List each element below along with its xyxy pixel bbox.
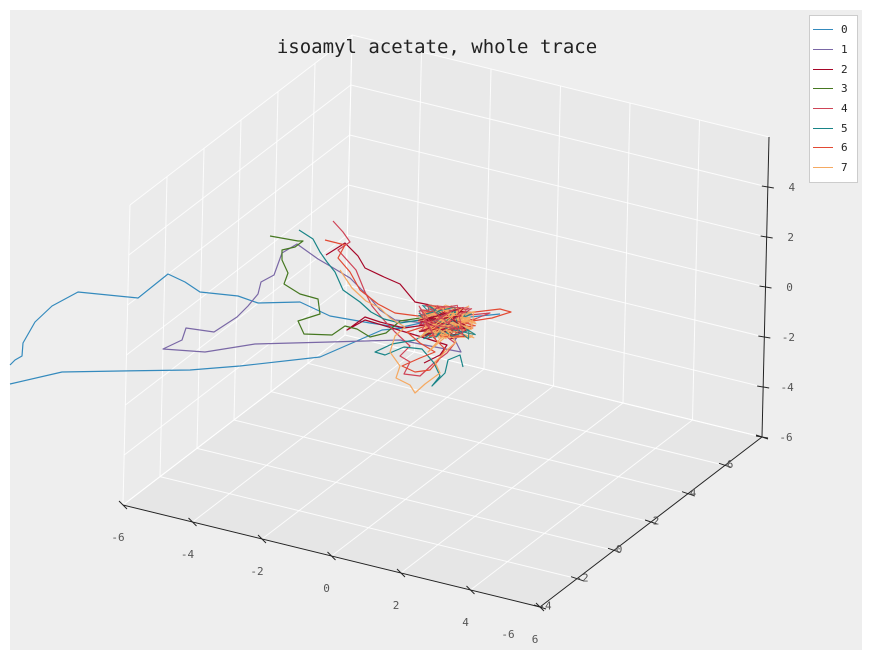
legend-label: 2 <box>841 62 848 76</box>
grid-line <box>128 84 352 256</box>
legend-swatch <box>813 29 833 31</box>
legend-item-0: 0 <box>813 20 854 40</box>
legend-label: 5 <box>841 121 848 135</box>
z-tick-mark <box>757 385 770 389</box>
grid-line <box>129 34 353 206</box>
grid-line <box>350 84 768 188</box>
z-tick-label: -2 <box>782 331 795 344</box>
legend-swatch <box>813 88 833 90</box>
trace-lines <box>9 220 512 394</box>
legend-swatch <box>813 167 833 169</box>
x-tick-mark <box>257 534 267 544</box>
x-tick-label: -6 <box>111 531 124 544</box>
trace-line-1 <box>162 243 463 353</box>
x-tick-label: -4 <box>181 548 195 561</box>
y-tick-mark <box>681 491 695 497</box>
x-tick-label: 6 <box>532 633 539 646</box>
grid-line <box>344 334 763 438</box>
legend-swatch <box>813 127 833 129</box>
y-tick-mark <box>570 576 584 582</box>
z-tick-mark <box>761 185 774 189</box>
z-tick-mark <box>758 335 771 339</box>
axis-lines: -6 -4 -2 0 2 4 6 -6 -4 -2 0 2 4 6 -6 -4 -2 0 2 4 <box>111 136 796 646</box>
y-tick-mark <box>533 604 547 610</box>
y-tick-mark <box>607 547 621 553</box>
chart-title: isoamyl acetate, whole trace <box>277 36 597 58</box>
legend-item-5: 5 <box>813 118 854 138</box>
grid-line <box>351 34 770 138</box>
x-tick-mark <box>118 500 128 510</box>
z-tick-mark <box>760 235 773 239</box>
grid-lines <box>122 34 770 608</box>
x-tick-mark <box>188 517 197 527</box>
legend-item-6: 6 <box>813 138 854 158</box>
y-tick-label: 4 <box>690 486 697 499</box>
x-tick-label: 2 <box>393 599 400 612</box>
y-tick-label: 6 <box>727 458 734 471</box>
y-tick-label: 2 <box>653 515 660 528</box>
legend-swatch <box>813 108 833 110</box>
x-tick-label: -2 <box>250 565 263 578</box>
x-tick-mark <box>466 585 475 595</box>
z-tick-mark <box>755 435 769 439</box>
legend-label: 3 <box>841 82 848 96</box>
z-tick-mark <box>759 285 772 289</box>
legend-item-2: 2 <box>813 59 854 79</box>
legend: 0 1 2 3 4 5 6 7 <box>809 15 858 183</box>
legend-item-1: 1 <box>813 40 854 60</box>
legend-swatch <box>813 68 833 70</box>
grid-line <box>307 362 726 466</box>
legend-label: 0 <box>841 23 848 37</box>
legend-label: 7 <box>841 161 848 175</box>
x-tick-label: 0 <box>323 582 330 595</box>
z-tick-label: -6 <box>779 431 792 444</box>
trace-line-7 <box>339 269 471 394</box>
z-tick-label: 2 <box>787 231 794 244</box>
y-tick-label: -6 <box>501 628 514 641</box>
y-tick-mark <box>644 519 658 525</box>
z-tick-label: -4 <box>781 381 795 394</box>
legend-swatch <box>813 49 833 51</box>
x-tick-label: 4 <box>462 616 469 629</box>
x-tick-mark <box>327 551 336 561</box>
legend-swatch <box>813 147 833 149</box>
z-tick-label: 0 <box>786 281 793 294</box>
x-tick-mark <box>396 568 406 578</box>
y-tick-label: -4 <box>538 600 552 613</box>
legend-item-7: 7 <box>813 158 854 178</box>
y-tick-label: 0 <box>616 543 623 556</box>
y-tick-label: -2 <box>575 571 588 584</box>
legend-label: 4 <box>841 102 848 116</box>
legend-label: 6 <box>841 141 848 155</box>
y-tick-mark <box>718 462 732 468</box>
z-tick-label: 4 <box>789 181 796 194</box>
grid-line <box>344 34 353 336</box>
trace-cluster-segment <box>418 304 470 340</box>
legend-item-3: 3 <box>813 79 854 99</box>
trace-cluster-segment <box>419 305 472 340</box>
legend-label: 1 <box>841 43 848 57</box>
legend-item-4: 4 <box>813 99 854 119</box>
